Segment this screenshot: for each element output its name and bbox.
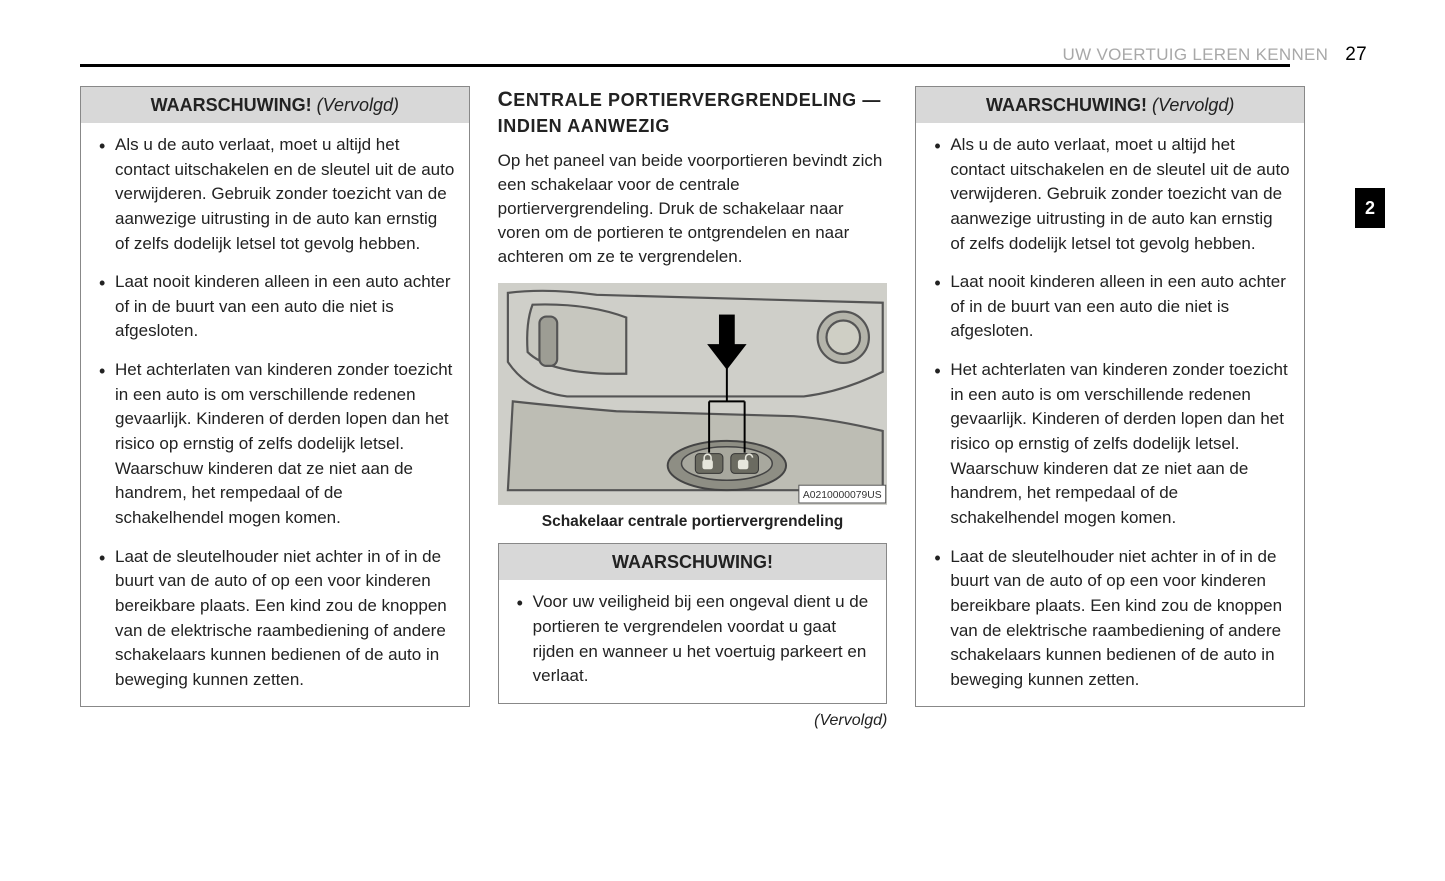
- section-heading: CENTRALE PORTIERVERGRENDELING — INDIEN A…: [498, 86, 888, 139]
- warning-title: WAARSCHUWING!: [612, 552, 773, 572]
- section-body: Op het paneel van beide voorportieren be…: [498, 149, 888, 270]
- figure-door-lock-switch: A0210000079US: [498, 283, 888, 505]
- figure-caption: Schakelaar centrale portiervergrendeling: [498, 513, 888, 531]
- warning-suffix: (Vervolgd): [1152, 95, 1234, 115]
- list-item: Het achterlaten van kinderen zonder toez…: [934, 358, 1290, 530]
- page-header: UW VOERTUIG LEREN KENNEN 27: [1063, 44, 1367, 66]
- list-item: Als u de auto verlaat, moet u altijd het…: [99, 133, 455, 256]
- list-item: Laat de sleutelhouder niet achter in of …: [99, 545, 455, 693]
- warning-body: Als u de auto verlaat, moet u altijd het…: [916, 123, 1304, 706]
- page-columns: WAARSCHUWING! (Vervolgd) Als u de auto v…: [80, 86, 1305, 730]
- chapter-tab: 2: [1355, 188, 1385, 228]
- warning-suffix: (Vervolgd): [317, 95, 399, 115]
- column-3: WAARSCHUWING! (Vervolgd) Als u de auto v…: [915, 86, 1305, 730]
- warning-title: WAARSCHUWING!: [151, 95, 312, 115]
- warning-header: WAARSCHUWING! (Vervolgd): [81, 87, 469, 123]
- section-title: UW VOERTUIG LEREN KENNEN: [1063, 45, 1329, 64]
- list-item: Voor uw veiligheid bij een ongeval dient…: [517, 590, 873, 689]
- heading-line2: INDIEN AANWEZIG: [498, 116, 670, 136]
- page-number: 27: [1345, 44, 1367, 65]
- column-2: CENTRALE PORTIERVERGRENDELING — INDIEN A…: [498, 86, 888, 730]
- continued-label: (Vervolgd): [498, 712, 888, 730]
- list-item: Het achterlaten van kinderen zonder toez…: [99, 358, 455, 530]
- warning-header: WAARSCHUWING!: [499, 544, 887, 580]
- warning-box: WAARSCHUWING! (Vervolgd) Als u de auto v…: [915, 86, 1305, 707]
- list-item: Laat nooit kinderen alleen in een auto a…: [934, 270, 1290, 344]
- warning-body: Als u de auto verlaat, moet u altijd het…: [81, 123, 469, 706]
- image-code-text: A0210000079US: [803, 490, 882, 501]
- list-item: Laat nooit kinderen alleen in een auto a…: [99, 270, 455, 344]
- column-1: WAARSCHUWING! (Vervolgd) Als u de auto v…: [80, 86, 470, 730]
- warning-body: Voor uw veiligheid bij een ongeval dient…: [499, 580, 887, 703]
- warning-header: WAARSCHUWING! (Vervolgd): [916, 87, 1304, 123]
- warning-box: WAARSCHUWING! Voor uw veiligheid bij een…: [498, 543, 888, 704]
- header-rule: [80, 64, 1290, 67]
- list-item: Als u de auto verlaat, moet u altijd het…: [934, 133, 1290, 256]
- list-item: Laat de sleutelhouder niet achter in of …: [934, 545, 1290, 693]
- warning-title: WAARSCHUWING!: [986, 95, 1147, 115]
- heading-line1: ENTRALE PORTIERVERGRENDELING —: [513, 90, 881, 110]
- warning-box: WAARSCHUWING! (Vervolgd) Als u de auto v…: [80, 86, 470, 707]
